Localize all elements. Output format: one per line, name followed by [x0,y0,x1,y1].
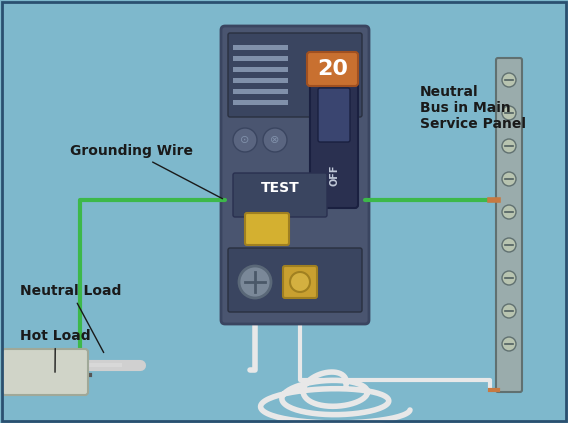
FancyBboxPatch shape [318,88,350,142]
Text: Neutral Load: Neutral Load [20,284,122,352]
Text: ⊗: ⊗ [270,135,279,145]
FancyBboxPatch shape [245,213,289,245]
Circle shape [502,73,516,87]
Text: Neutral
Bus in Main
Service Panel: Neutral Bus in Main Service Panel [420,85,526,132]
Text: 20: 20 [318,59,349,79]
Circle shape [233,128,257,152]
FancyBboxPatch shape [233,173,327,217]
Bar [233,100,288,105]
Circle shape [502,238,516,252]
FancyBboxPatch shape [228,33,362,117]
Circle shape [502,205,516,219]
FancyBboxPatch shape [221,26,369,324]
Circle shape [239,266,271,298]
FancyBboxPatch shape [2,349,88,395]
Text: Hot Load: Hot Load [20,329,91,372]
Bar [233,67,288,72]
Bar [233,56,288,61]
FancyBboxPatch shape [310,82,358,208]
Circle shape [502,337,516,351]
Circle shape [502,172,516,186]
Bar [233,89,288,94]
FancyBboxPatch shape [496,58,522,392]
Text: OFF: OFF [329,164,339,186]
FancyBboxPatch shape [228,248,362,312]
FancyBboxPatch shape [307,52,358,86]
Circle shape [502,271,516,285]
Circle shape [290,272,310,292]
Circle shape [502,304,516,318]
FancyBboxPatch shape [283,266,317,298]
Circle shape [502,139,516,153]
Bar [233,78,288,83]
Text: Grounding Wire: Grounding Wire [70,144,223,199]
Text: ⊙: ⊙ [240,135,250,145]
Bar [233,45,288,50]
Text: TEST: TEST [261,181,299,195]
Circle shape [502,106,516,120]
Circle shape [263,128,287,152]
